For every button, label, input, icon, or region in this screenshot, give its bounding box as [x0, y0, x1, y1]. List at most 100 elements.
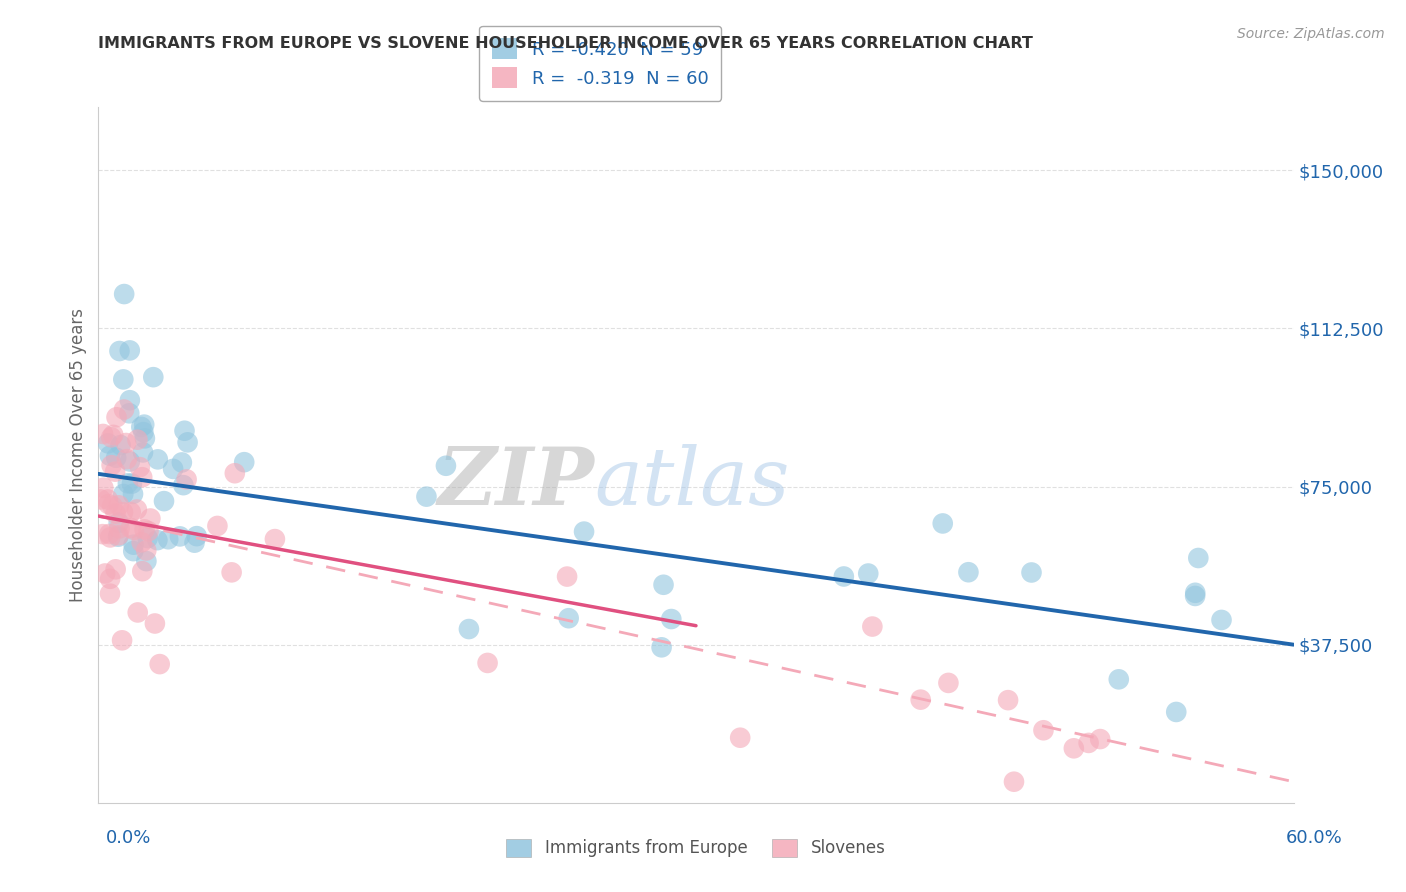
Point	[101, 499, 124, 513]
Point	[136, 531, 159, 545]
Point	[115, 452, 138, 467]
Point	[134, 417, 156, 432]
Point	[169, 529, 191, 543]
Point	[100, 458, 122, 473]
Point	[98, 531, 121, 545]
Point	[108, 521, 131, 535]
Point	[1002, 774, 1025, 789]
Point	[176, 435, 198, 450]
Point	[415, 490, 437, 504]
Point	[233, 455, 256, 469]
Point	[932, 516, 955, 531]
Point	[122, 544, 145, 558]
Point	[910, 692, 932, 706]
Point	[97, 492, 120, 507]
Point	[142, 370, 165, 384]
Legend: Immigrants from Europe, Slovenes: Immigrants from Europe, Slovenes	[499, 832, 893, 864]
Point	[135, 543, 157, 558]
Point	[93, 481, 115, 495]
Point	[1166, 705, 1188, 719]
Point	[94, 566, 117, 581]
Text: Source: ZipAtlas.com: Source: ZipAtlas.com	[1237, 27, 1385, 41]
Point	[127, 606, 149, 620]
Point	[1088, 732, 1111, 747]
Point	[134, 431, 156, 445]
Point	[458, 622, 481, 636]
Point	[104, 562, 127, 576]
Point	[90, 492, 112, 507]
Point	[98, 449, 121, 463]
Point	[131, 470, 153, 484]
Point	[128, 460, 150, 475]
Point	[1108, 673, 1130, 687]
Point	[557, 611, 579, 625]
Point	[98, 587, 121, 601]
Point	[98, 572, 121, 586]
Point	[143, 616, 166, 631]
Y-axis label: Householder Income Over 65 years: Householder Income Over 65 years	[69, 308, 87, 602]
Point	[112, 487, 135, 501]
Point	[115, 436, 138, 450]
Point	[572, 524, 595, 539]
Point	[224, 467, 246, 481]
Point	[146, 452, 169, 467]
Point	[127, 433, 149, 447]
Point	[111, 633, 134, 648]
Point	[1184, 586, 1206, 600]
Point	[108, 344, 131, 359]
Point	[221, 566, 243, 580]
Point	[118, 454, 141, 468]
Text: atlas: atlas	[595, 444, 790, 522]
Point	[162, 462, 184, 476]
Point	[173, 424, 195, 438]
Point	[832, 569, 855, 583]
Text: ZIP: ZIP	[437, 444, 595, 522]
Point	[477, 656, 499, 670]
Point	[100, 430, 122, 444]
Point	[97, 436, 120, 450]
Point	[108, 499, 131, 513]
Point	[120, 505, 142, 519]
Text: 60.0%: 60.0%	[1286, 829, 1343, 847]
Point	[652, 578, 675, 592]
Point	[122, 523, 145, 537]
Point	[1063, 741, 1085, 756]
Point	[91, 527, 114, 541]
Point	[122, 487, 145, 501]
Point	[118, 393, 141, 408]
Point	[938, 676, 960, 690]
Point	[172, 478, 194, 492]
Point	[186, 529, 208, 543]
Point	[1184, 589, 1206, 603]
Point	[183, 535, 205, 549]
Point	[125, 502, 148, 516]
Point	[555, 569, 578, 583]
Point	[104, 465, 127, 479]
Point	[131, 564, 153, 578]
Point	[112, 287, 135, 301]
Point	[105, 410, 128, 425]
Point	[107, 516, 129, 530]
Point	[157, 533, 180, 547]
Point	[118, 343, 141, 358]
Point	[1187, 551, 1209, 566]
Point	[434, 458, 457, 473]
Point	[1211, 613, 1233, 627]
Point	[112, 402, 135, 417]
Point	[134, 522, 156, 536]
Point	[1021, 566, 1043, 580]
Point	[170, 455, 193, 469]
Point	[91, 427, 114, 442]
Point	[659, 612, 682, 626]
Point	[858, 566, 880, 581]
Point	[97, 497, 120, 511]
Point	[1032, 723, 1054, 738]
Point	[117, 476, 139, 491]
Point	[107, 530, 129, 544]
Point	[107, 528, 129, 542]
Point	[146, 533, 169, 548]
Point	[131, 420, 153, 434]
Point	[728, 731, 751, 745]
Point	[98, 527, 121, 541]
Point	[135, 554, 157, 568]
